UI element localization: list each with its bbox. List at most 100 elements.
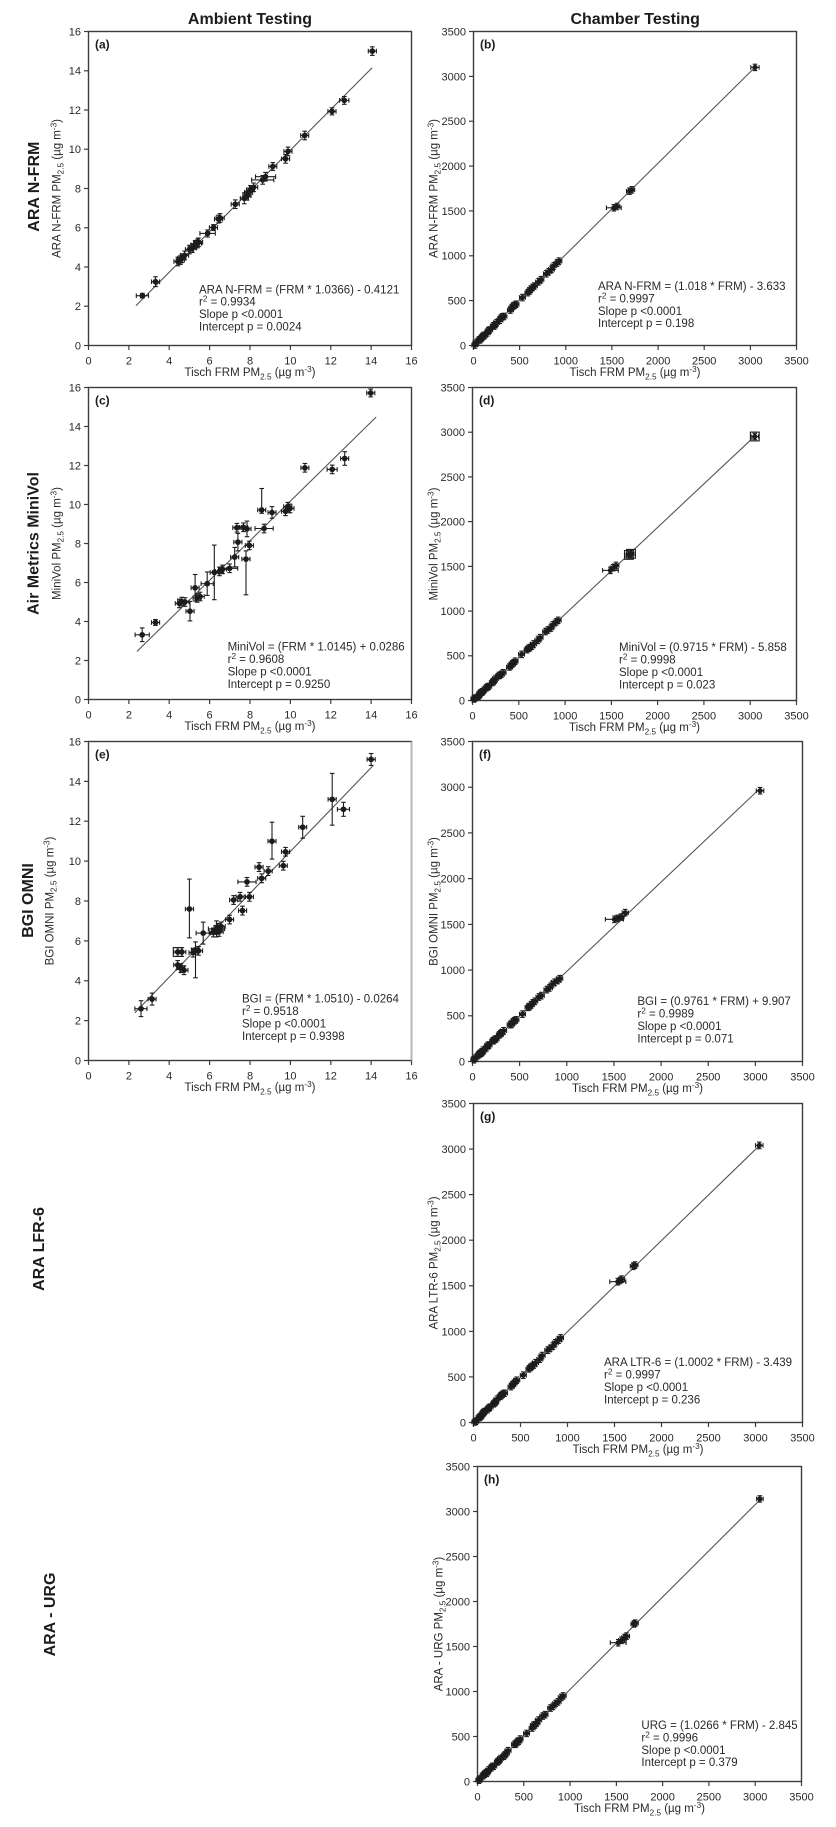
svg-text:0: 0 xyxy=(75,1055,81,1067)
svg-text:12: 12 xyxy=(69,460,81,472)
svg-text:14: 14 xyxy=(69,421,81,433)
svg-text:MiniVol = (FRM * 1.0145) + 0.0: MiniVol = (FRM * 1.0145) + 0.0286 xyxy=(228,642,405,654)
svg-text:2500: 2500 xyxy=(692,356,716,368)
svg-text:2500: 2500 xyxy=(446,1551,470,1563)
svg-text:r2 = 0.9996: r2 = 0.9996 xyxy=(641,1730,698,1744)
svg-text:3500: 3500 xyxy=(441,382,465,394)
svg-text:8: 8 xyxy=(75,183,81,195)
svg-text:1500: 1500 xyxy=(599,711,623,723)
svg-text:16: 16 xyxy=(405,1071,417,1083)
svg-text:r2 = 0.9997: r2 = 0.9997 xyxy=(598,291,655,305)
svg-text:ARA - URG PM2.5​ (µg m-3​): ARA - URG PM2.5​ (µg m-3​) xyxy=(431,1557,447,1692)
svg-text:Intercept p = 0.236: Intercept p = 0.236 xyxy=(604,1394,700,1406)
svg-text:16: 16 xyxy=(405,710,417,722)
svg-text:Tisch FRM PM2.5​ (µg m-3​): Tisch FRM PM2.5​ (µg m-3​) xyxy=(574,1801,705,1817)
svg-text:8: 8 xyxy=(247,1071,253,1083)
svg-text:6: 6 xyxy=(75,577,81,589)
svg-text:3500: 3500 xyxy=(442,1098,466,1110)
svg-text:(h): (h) xyxy=(484,1473,499,1487)
svg-text:Tisch FRM PM2.5​ (µg m-3​): Tisch FRM PM2.5​ (µg m-3​) xyxy=(185,365,316,381)
svg-text:Intercept p = 0.9398: Intercept p = 0.9398 xyxy=(242,1031,345,1043)
svg-text:1000: 1000 xyxy=(554,356,578,368)
svg-text:0: 0 xyxy=(75,694,81,706)
svg-text:3000: 3000 xyxy=(743,1433,767,1445)
svg-text:1500: 1500 xyxy=(442,1281,466,1293)
svg-text:MiniVol = (0.9715 * FRM) - 5.8: MiniVol = (0.9715 * FRM) - 5.858 xyxy=(619,642,787,654)
svg-text:(f): (f) xyxy=(479,748,491,762)
svg-text:1500: 1500 xyxy=(441,919,465,931)
svg-text:6: 6 xyxy=(207,1071,213,1083)
svg-text:(b): (b) xyxy=(480,38,495,52)
svg-text:1500: 1500 xyxy=(602,1072,626,1084)
svg-text:0: 0 xyxy=(460,1417,466,1429)
svg-text:Slope p <0.0001: Slope p <0.0001 xyxy=(604,1382,688,1394)
svg-text:1500: 1500 xyxy=(441,561,465,573)
svg-text:Slope p <0.0001: Slope p <0.0001 xyxy=(598,306,682,318)
svg-text:8: 8 xyxy=(75,538,81,550)
svg-text:3500: 3500 xyxy=(790,1072,814,1084)
svg-text:0: 0 xyxy=(459,1056,465,1068)
svg-text:2500: 2500 xyxy=(442,116,466,128)
svg-text:r2 = 0.9989: r2 = 0.9989 xyxy=(637,1007,694,1021)
svg-text:ARA N-FRM = (FRM * 1.0366) - 0: ARA N-FRM = (FRM * 1.0366) - 0.4121 xyxy=(199,284,399,296)
svg-text:r2 = 0.9608: r2 = 0.9608 xyxy=(228,652,285,666)
svg-text:12: 12 xyxy=(325,1071,337,1083)
svg-text:1000: 1000 xyxy=(446,1686,470,1698)
svg-text:6: 6 xyxy=(75,936,81,948)
svg-text:2500: 2500 xyxy=(696,1072,720,1084)
svg-text:Intercept p = 0.379: Intercept p = 0.379 xyxy=(641,1757,737,1769)
svg-text:0: 0 xyxy=(459,695,465,707)
svg-text:2500: 2500 xyxy=(441,472,465,484)
svg-text:500: 500 xyxy=(448,1372,466,1384)
svg-text:r2 = 0.9934: r2 = 0.9934 xyxy=(199,295,256,309)
svg-text:12: 12 xyxy=(325,710,337,722)
svg-text:4: 4 xyxy=(166,356,172,368)
svg-text:2500: 2500 xyxy=(692,711,716,723)
svg-text:3500: 3500 xyxy=(784,711,808,723)
svg-text:1000: 1000 xyxy=(442,1326,466,1338)
svg-text:2: 2 xyxy=(126,356,132,368)
svg-text:(a): (a) xyxy=(95,38,110,52)
svg-text:1500: 1500 xyxy=(604,1792,628,1804)
svg-text:Slope p <0.0001: Slope p <0.0001 xyxy=(641,1745,725,1757)
svg-text:URG = (1.0266 * FRM) - 2.845: URG = (1.0266 * FRM) - 2.845 xyxy=(641,1720,797,1732)
svg-text:Tisch FRM PM2.5​ (µg m-3​): Tisch FRM PM2.5​ (µg m-3​) xyxy=(185,1080,316,1096)
svg-text:0: 0 xyxy=(469,1072,475,1084)
svg-text:Tisch FRM PM2.5​ (µg m-3​): Tisch FRM PM2.5​ (µg m-3​) xyxy=(573,1442,704,1458)
svg-text:0: 0 xyxy=(469,711,475,723)
svg-text:0: 0 xyxy=(464,1776,470,1788)
svg-text:3500: 3500 xyxy=(446,1461,470,1473)
svg-text:BGI OMNI PM2.5​ (µg m-3​): BGI OMNI PM2.5​ (µg m-3​) xyxy=(426,837,442,966)
svg-text:Intercept p = 0.071: Intercept p = 0.071 xyxy=(637,1033,733,1045)
svg-text:1000: 1000 xyxy=(441,606,465,618)
svg-text:Intercept p = 0.023: Intercept p = 0.023 xyxy=(619,679,715,691)
svg-text:2000: 2000 xyxy=(650,1792,674,1804)
svg-text:1000: 1000 xyxy=(555,1072,579,1084)
svg-text:3000: 3000 xyxy=(441,782,465,794)
svg-text:2000: 2000 xyxy=(441,517,465,529)
svg-text:BGI OMNI PM2.5​ (µg m-3​): BGI OMNI PM2.5​ (µg m-3​) xyxy=(42,836,58,965)
svg-text:12: 12 xyxy=(69,105,81,117)
svg-text:ARA N-FRM PM2.5​ (µg m-3​): ARA N-FRM PM2.5​ (µg m-3​) xyxy=(426,119,442,258)
svg-text:0: 0 xyxy=(75,340,81,352)
svg-text:ARA LFR-6: ARA LFR-6 xyxy=(31,1207,48,1291)
svg-text:1500: 1500 xyxy=(600,356,624,368)
svg-text:14: 14 xyxy=(69,66,81,78)
svg-text:3500: 3500 xyxy=(784,356,808,368)
svg-text:3000: 3000 xyxy=(446,1506,470,1518)
svg-text:3000: 3000 xyxy=(738,356,762,368)
svg-text:Tisch FRM PM2.5​ (µg m-3​): Tisch FRM PM2.5​ (µg m-3​) xyxy=(185,719,316,735)
svg-text:2000: 2000 xyxy=(446,1596,470,1608)
svg-text:10: 10 xyxy=(69,856,81,868)
svg-text:1500: 1500 xyxy=(602,1433,626,1445)
svg-text:2500: 2500 xyxy=(697,1792,721,1804)
svg-text:Intercept p = 0.0024: Intercept p = 0.0024 xyxy=(199,322,302,334)
svg-text:4: 4 xyxy=(75,262,81,274)
svg-text:0: 0 xyxy=(460,340,466,352)
svg-text:14: 14 xyxy=(69,776,81,788)
svg-text:MiniVol PM2.5​ (µg m-3​): MiniVol PM2.5​ (µg m-3​) xyxy=(49,487,65,600)
svg-text:ARA LTR-6 PM2.5​ (µg m-3​): ARA LTR-6 PM2.5​ (µg m-3​) xyxy=(426,1196,442,1329)
svg-text:3500: 3500 xyxy=(442,26,466,38)
svg-text:500: 500 xyxy=(511,1433,529,1445)
svg-text:3000: 3000 xyxy=(442,1144,466,1156)
